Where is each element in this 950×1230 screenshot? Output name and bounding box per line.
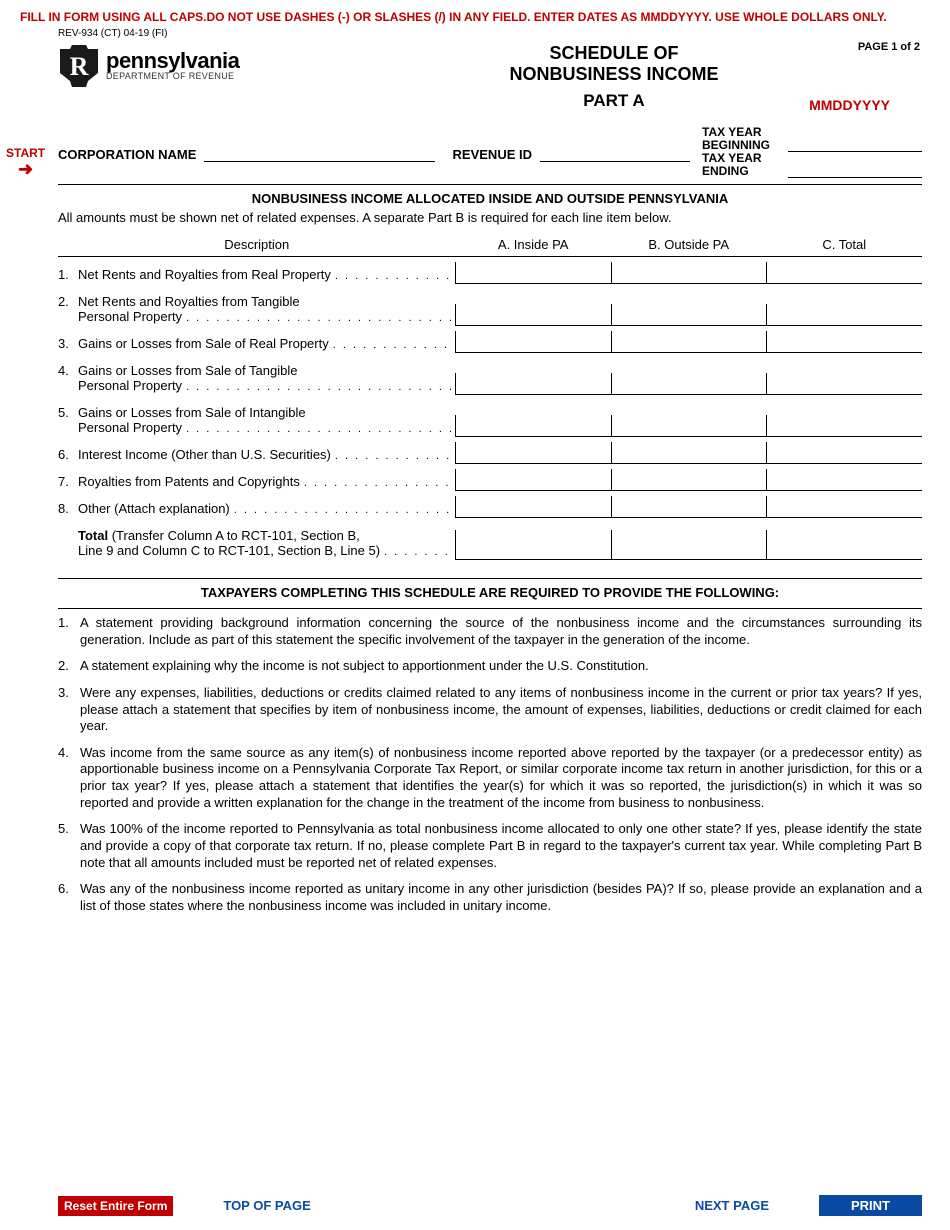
row-description: 7.Royalties from Patents and Copyrights …	[58, 464, 455, 491]
row-description: 3.Gains or Losses from Sale of Real Prop…	[58, 326, 455, 353]
divider	[58, 578, 922, 579]
row-description: 4.Gains or Losses from Sale of TangibleP…	[58, 353, 455, 395]
tax-year-end-label: TAX YEAR ENDING	[702, 152, 788, 178]
table-row: 8.Other (Attach explanation) . . . . . .…	[58, 491, 922, 518]
svg-text:R: R	[70, 52, 89, 81]
arrow-right-icon: ➜	[6, 160, 45, 178]
tax-year-block: TAX YEAR BEGINNING TAX YEAR ENDING	[702, 126, 922, 178]
row-description: 8.Other (Attach explanation) . . . . . .…	[58, 491, 455, 518]
corp-name-label: CORPORATION NAME	[58, 147, 196, 162]
title-line2: NONBUSINESS INCOME	[298, 64, 930, 85]
cell-outside-pa[interactable]	[611, 415, 767, 437]
requirement-item: Was 100% of the income reported to Penns…	[58, 821, 922, 871]
income-table: Description A. Inside PA B. Outside PA C…	[58, 233, 922, 560]
row-description: 6.Interest Income (Other than U.S. Secur…	[58, 437, 455, 464]
reset-form-button[interactable]: Reset Entire Form	[58, 1196, 173, 1216]
title-line1: SCHEDULE OF	[298, 43, 930, 64]
page-number: PAGE 1 of 2	[858, 41, 920, 53]
divider	[58, 608, 922, 609]
col-inside-pa: A. Inside PA	[455, 233, 611, 257]
cell-inside-pa[interactable]	[455, 469, 611, 491]
cell-inside-pa[interactable]	[455, 530, 611, 560]
cell-inside-pa[interactable]	[455, 304, 611, 326]
cell-total[interactable]	[766, 442, 922, 464]
cell-total[interactable]	[766, 530, 922, 560]
cell-inside-pa[interactable]	[455, 442, 611, 464]
col-outside-pa: B. Outside PA	[611, 233, 767, 257]
rev-code: REV-934 (CT) 04-19 (FI)	[0, 28, 950, 43]
corp-name-input[interactable]	[204, 148, 434, 162]
logo-state-text: pennsylvania	[106, 50, 239, 72]
row-description: 2.Net Rents and Royalties from TangibleP…	[58, 284, 455, 326]
cell-total[interactable]	[766, 415, 922, 437]
start-label: START	[6, 146, 45, 160]
cell-total[interactable]	[766, 373, 922, 395]
col-total: C. Total	[766, 233, 922, 257]
cell-total[interactable]	[766, 496, 922, 518]
cell-outside-pa[interactable]	[611, 496, 767, 518]
cell-outside-pa[interactable]	[611, 530, 767, 560]
footer: Reset Entire Form TOP OF PAGE NEXT PAGE …	[0, 1195, 950, 1216]
cell-total[interactable]	[766, 469, 922, 491]
top-of-page-button[interactable]: TOP OF PAGE	[223, 1198, 310, 1213]
cell-total[interactable]	[766, 331, 922, 353]
row-description: 1.Net Rents and Royalties from Real Prop…	[58, 257, 455, 285]
cell-outside-pa[interactable]	[611, 304, 767, 326]
requirement-item: A statement providing background informa…	[58, 615, 922, 648]
cell-inside-pa[interactable]	[455, 373, 611, 395]
requirement-item: Was income from the same source as any i…	[58, 745, 922, 812]
requirements-title: TAXPAYERS COMPLETING THIS SCHEDULE ARE R…	[58, 585, 922, 600]
cell-inside-pa[interactable]	[455, 415, 611, 437]
requirement-item: Was any of the nonbusiness income report…	[58, 881, 922, 914]
tax-year-begin-input[interactable]	[788, 138, 922, 152]
row-description: 5.Gains or Losses from Sale of Intangibl…	[58, 395, 455, 437]
table-row: 4.Gains or Losses from Sale of TangibleP…	[58, 353, 922, 395]
print-button[interactable]: PRINT	[819, 1195, 922, 1216]
tax-year-begin-label: TAX YEAR BEGINNING	[702, 126, 788, 152]
section-subtitle: All amounts must be shown net of related…	[58, 210, 922, 225]
cell-total[interactable]	[766, 304, 922, 326]
table-row: 6.Interest Income (Other than U.S. Secur…	[58, 437, 922, 464]
date-format-hint: MMDDYYYY	[809, 97, 890, 113]
cell-inside-pa[interactable]	[455, 262, 611, 284]
section-title: NONBUSINESS INCOME ALLOCATED INSIDE AND …	[58, 191, 922, 206]
logo-dept-text: DEPARTMENT OF REVENUE	[106, 72, 239, 81]
table-row: 1.Net Rents and Royalties from Real Prop…	[58, 257, 922, 285]
cell-inside-pa[interactable]	[455, 331, 611, 353]
table-row-total: Total (Transfer Column A to RCT-101, Sec…	[58, 518, 922, 560]
logo-block: R pennsylvania DEPARTMENT OF REVENUE	[58, 43, 298, 87]
requirement-item: Were any expenses, liabilities, deductio…	[58, 685, 922, 735]
requirement-item: A statement explaining why the income is…	[58, 658, 922, 675]
start-marker: START ➜	[6, 146, 45, 178]
divider	[58, 184, 922, 185]
cell-outside-pa[interactable]	[611, 442, 767, 464]
cell-outside-pa[interactable]	[611, 469, 767, 491]
col-description: Description	[58, 233, 455, 257]
pa-keystone-icon: R	[58, 43, 100, 87]
form-warning: FILL IN FORM USING ALL CAPS.DO NOT USE D…	[0, 0, 950, 28]
table-row: 3.Gains or Losses from Sale of Real Prop…	[58, 326, 922, 353]
tax-year-end-input[interactable]	[788, 164, 922, 178]
header: R pennsylvania DEPARTMENT OF REVENUE SCH…	[0, 43, 950, 111]
table-row: 7.Royalties from Patents and Copyrights …	[58, 464, 922, 491]
cell-outside-pa[interactable]	[611, 262, 767, 284]
next-page-button[interactable]: NEXT PAGE	[695, 1198, 769, 1213]
table-row: 2.Net Rents and Royalties from TangibleP…	[58, 284, 922, 326]
cell-inside-pa[interactable]	[455, 496, 611, 518]
revenue-id-input[interactable]	[540, 148, 690, 162]
cell-total[interactable]	[766, 262, 922, 284]
cell-outside-pa[interactable]	[611, 373, 767, 395]
table-row: 5.Gains or Losses from Sale of Intangibl…	[58, 395, 922, 437]
cell-outside-pa[interactable]	[611, 331, 767, 353]
row-description-total: Total (Transfer Column A to RCT-101, Sec…	[58, 518, 455, 560]
requirements-list: A statement providing background informa…	[58, 615, 922, 914]
revenue-id-label: REVENUE ID	[453, 147, 532, 162]
